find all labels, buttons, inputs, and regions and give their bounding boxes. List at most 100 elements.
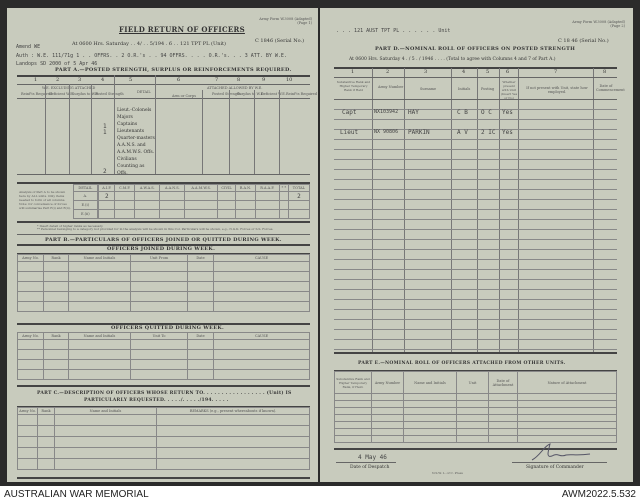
part-c-heading: PART C.—DESCRIPTION OF OFFICERS WHOSE RE… bbox=[37, 391, 292, 396]
commander-signature bbox=[531, 443, 591, 461]
col-number: 8 bbox=[237, 77, 241, 83]
archive-credit: AUSTRALIAN WAR MEMORIAL bbox=[4, 489, 149, 500]
col-number: 5 bbox=[129, 77, 133, 83]
col-head: Reinf'ts Required bbox=[286, 92, 317, 96]
col-head: Surplus to W.E. bbox=[237, 92, 265, 96]
col-number: 2 bbox=[386, 69, 390, 75]
col-number: 9 bbox=[262, 77, 266, 83]
at-line: At 0600 Hrs. Saturday . . 4/ . . 5/194 .… bbox=[72, 41, 227, 47]
roll-surname: PARKIN bbox=[408, 129, 430, 136]
col-head: Substantive Rank and Higher Temporary Ra… bbox=[336, 80, 371, 92]
joined-table: Army No. Rank Name and Initials Unit From Da… bbox=[17, 254, 310, 312]
page-1: Army Form W.3008 (Adapted) (Page 1) FIEL… bbox=[7, 8, 318, 482]
attached-allowed-heading: ATTACHED ALLOWED BY W.E. bbox=[207, 86, 263, 90]
roll-army-number: NX103942 bbox=[374, 109, 399, 115]
part-c-subheading: PARTICULARLY REQUESTED. . . . ./. . . . … bbox=[84, 398, 229, 403]
col-head: Arm or Corps bbox=[172, 94, 197, 98]
col-head: Deficient W.E. bbox=[49, 92, 74, 96]
col-number: 6 bbox=[177, 77, 181, 83]
rank-label: Majors bbox=[117, 115, 133, 120]
roll-initials: A V bbox=[457, 129, 468, 136]
col-number: 3 bbox=[78, 77, 82, 83]
analysis-aif: 2 bbox=[98, 191, 116, 201]
despatch-label: Date of Despatch bbox=[350, 465, 390, 470]
form-reference: Army Form W.3008 (Adapted) (Page 2) bbox=[572, 20, 625, 28]
col-number: 2 bbox=[56, 77, 60, 83]
quitted-table: Army No. Rank Name and Initials Unit To Date… bbox=[17, 332, 310, 380]
joined-heading: OFFICERS JOINED DURING WEEK. bbox=[107, 246, 216, 252]
rank-label: Quarter-masters bbox=[117, 136, 155, 141]
amend-stamp: Amend WE bbox=[16, 44, 41, 50]
rank-label: Lieutenants bbox=[117, 129, 145, 134]
part-a-heading: PART A.—POSTED STRENGTH, SURPLUS OR REIN… bbox=[55, 67, 292, 73]
col-head: Surname bbox=[420, 87, 437, 91]
roll-surname: HAY bbox=[408, 109, 419, 116]
col-head: Reinf'ts Required bbox=[21, 92, 52, 96]
landops-line: Landops SD 2000 of 5 Apr 46 bbox=[16, 61, 98, 67]
rank-label: Lieut.-Colonels bbox=[117, 108, 152, 113]
roll-army-number: NX 90806 bbox=[374, 129, 399, 135]
page-2: . . . 121 AUST TPT PL . . . . . . Unit A… bbox=[320, 8, 633, 482]
col-head: If not present with Unit, state how empl… bbox=[526, 86, 588, 94]
col-number: 4 bbox=[101, 77, 105, 83]
col-head: Surplus to W.E. bbox=[72, 92, 100, 96]
col-number: 8 bbox=[603, 69, 607, 75]
analysis-total: 2 bbox=[287, 191, 311, 201]
archive-id: AWM2022.5.532 bbox=[561, 489, 636, 500]
serial-number: C 18 46 (Serial No.) bbox=[558, 38, 609, 44]
part-d-heading: PART D.—NOMINAL ROLL OF OFFICERS ON POST… bbox=[375, 46, 576, 52]
roll-initials: C B bbox=[457, 109, 468, 116]
part-c-table: Army No. Rank Name and Initials REMARKS (e.… bbox=[17, 407, 310, 470]
part-b-heading: PART B.—PARTICULARS OF OFFICERS JOINED O… bbox=[45, 237, 282, 243]
col-number: 6 bbox=[506, 69, 510, 75]
roll-posting: 2 IC bbox=[481, 129, 496, 136]
part-d-at-line: At 0600 Hrs. Saturday 4 . / 5 . / 1946 .… bbox=[349, 57, 556, 62]
footnote-1: * Insert detail of higher ranks as neces… bbox=[37, 224, 104, 228]
col-number: 5 bbox=[486, 69, 490, 75]
roll-present: Yes bbox=[502, 109, 513, 116]
rank-list: Lieut.-Colonels Majors Captains Lieutena… bbox=[117, 107, 155, 177]
we-excluding-heading: W.E. EXCLUDING ATTACHED bbox=[42, 86, 96, 90]
serial-number: C 1846 (Serial No.) bbox=[255, 38, 305, 44]
scan-background: Army Form W.3008 (Adapted) (Page 1) FIEL… bbox=[0, 0, 640, 486]
col-head: Army Number bbox=[378, 85, 404, 89]
col-head: Initials bbox=[458, 87, 471, 91]
posted-total: 2 bbox=[103, 168, 107, 175]
printer-imprint: N.S.W. L. of C. Press bbox=[432, 471, 463, 475]
col-number: 1 bbox=[34, 77, 38, 83]
signature-label: Signature of Commander bbox=[526, 465, 584, 470]
analysis-table: DETAIL A.I.F. C.M.F. A.W.A.S. A.A.N.S. A.A.M.… bbox=[73, 184, 311, 219]
part-e-table: Substantive Rank and Higher Temporary Ra… bbox=[334, 371, 617, 443]
roll-rank: Capt bbox=[342, 109, 357, 116]
col-head: Deficient W.E. bbox=[261, 92, 286, 96]
rank-label: A.A.N.S. and A.A.M.W.S. Offs. bbox=[117, 143, 155, 155]
roll-posting: O C bbox=[481, 109, 492, 116]
col-number: 1 bbox=[351, 69, 355, 75]
quitted-heading: OFFICERS QUITTED DURING WEEK. bbox=[111, 325, 225, 331]
form-reference: Army Form W.3008 (Adapted) (Page 1) bbox=[259, 17, 312, 25]
unit-line: . . . 121 AUST TPT PL . . . . . . Unit bbox=[336, 28, 451, 34]
col-number: 7 bbox=[554, 69, 558, 75]
form-title: FIELD RETURN OF OFFICERS bbox=[119, 25, 245, 34]
auth-line: Auth : W.E. 111/71g 1 . . OFFRS. . 2 O.R… bbox=[16, 53, 287, 59]
col-number: 10 bbox=[286, 77, 293, 83]
col-head: Posted Strength bbox=[212, 92, 241, 96]
footnote-2: ** Personnel belonging to a category not… bbox=[37, 227, 274, 231]
part-e-heading: PART E.—NOMINAL ROLL OF OFFICERS ATTACHE… bbox=[358, 361, 566, 366]
col-number: 7 bbox=[215, 77, 219, 83]
despatch-date: 4 May 46 bbox=[358, 454, 387, 461]
col-head: DETAIL bbox=[137, 90, 151, 94]
col-head: Date of Commencement bbox=[596, 84, 625, 92]
col-head: Posted Strength bbox=[95, 92, 124, 96]
col-number: 4 bbox=[462, 69, 466, 75]
col-head: Posting bbox=[481, 87, 495, 91]
rank-label: Civilians Counting as Offs. bbox=[117, 157, 145, 176]
rank-label: Captains bbox=[117, 122, 138, 127]
roll-rank: Lieut bbox=[340, 129, 359, 136]
col-number: 3 bbox=[424, 69, 428, 75]
roll-present: Yes bbox=[502, 129, 513, 136]
analysis-note: Analysis of Part A to be shown here by A… bbox=[19, 190, 71, 210]
posted-lieutenants: 1 bbox=[103, 129, 107, 136]
posted-captains: 1 bbox=[103, 123, 107, 130]
col-head: Whether present with Unit (Insert Yes or… bbox=[500, 80, 518, 100]
